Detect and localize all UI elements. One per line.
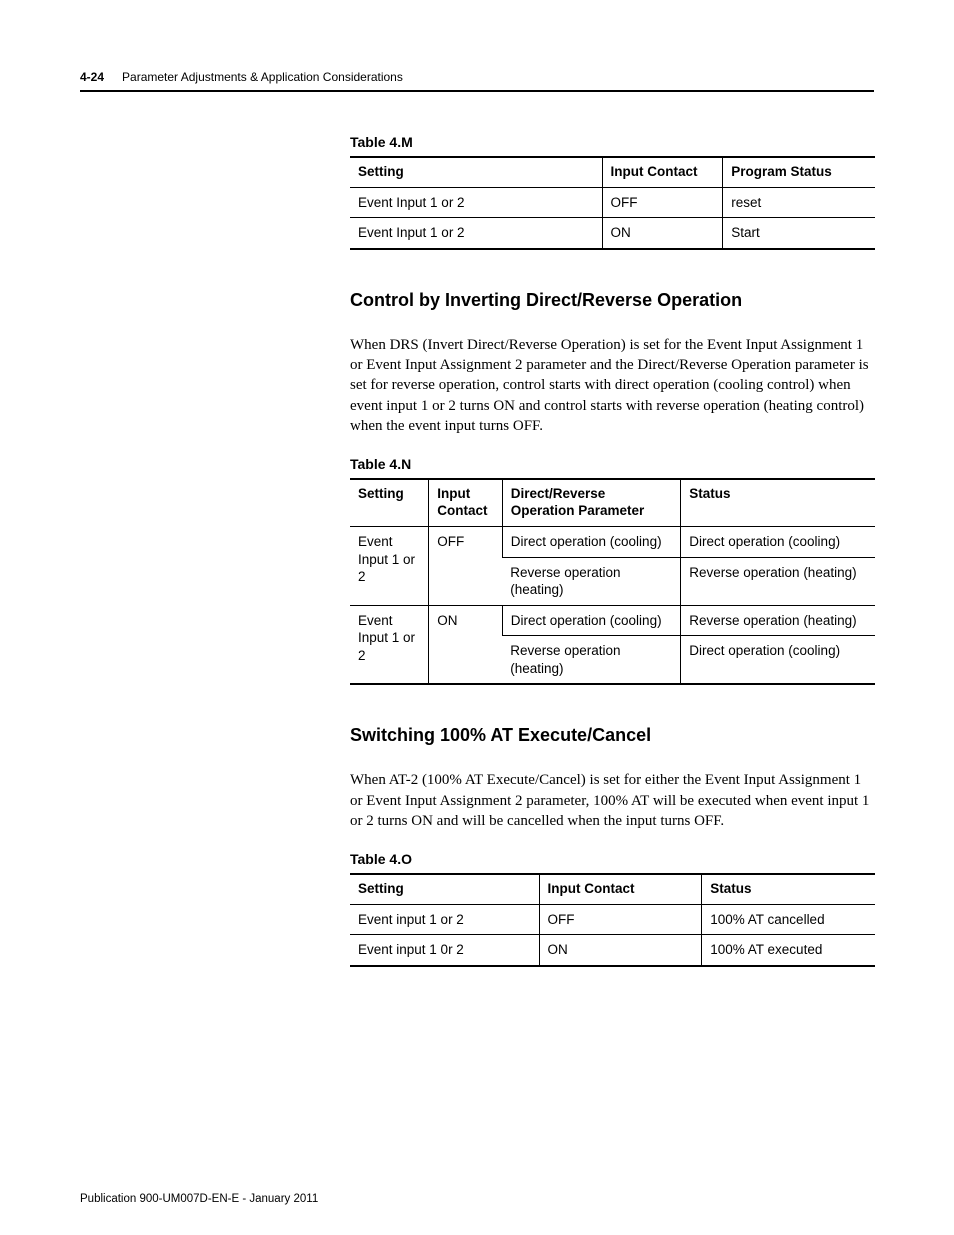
table-cell: Direct operation (cooling)	[502, 605, 681, 636]
table-cell: Event input 1 0r 2	[350, 935, 539, 966]
table-cell: OFF	[602, 187, 723, 218]
table-n: Setting Input Contact Direct/Reverse Ope…	[350, 478, 875, 685]
table-cell: 100% AT executed	[702, 935, 875, 966]
body-paragraph: When DRS (Invert Direct/Reverse Operatio…	[350, 335, 875, 436]
table-cell: ON	[602, 218, 723, 249]
table-row: Setting Input Contact Program Status	[350, 157, 875, 187]
table-cell: OFF	[429, 526, 503, 605]
table-row: Setting Input Contact Direct/Reverse Ope…	[350, 479, 875, 526]
table-header: Input Contact	[602, 157, 723, 187]
table-cell: Direct operation (cooling)	[681, 526, 875, 557]
page-number: 4-24	[80, 70, 104, 84]
table-o-caption: Table 4.O	[350, 851, 875, 867]
section-heading: Control by Inverting Direct/Reverse Oper…	[350, 290, 875, 311]
body-paragraph: When AT-2 (100% AT Execute/Cancel) is se…	[350, 770, 875, 831]
page-header: 4-24 Parameter Adjustments & Application…	[80, 70, 874, 92]
footer-publication: Publication 900-UM007D-EN-E - January 20…	[80, 1193, 318, 1205]
table-row: Event Input 1 or 2 OFF Direct operation …	[350, 526, 875, 557]
table-header: Status	[681, 479, 875, 526]
table-m-caption: Table 4.M	[350, 134, 875, 150]
table-cell: Reverse operation (heating)	[502, 636, 681, 685]
chapter-title: Parameter Adjustments & Application Cons…	[122, 70, 403, 84]
table-cell: 100% AT cancelled	[702, 904, 875, 935]
table-header: Setting	[350, 157, 602, 187]
table-cell: Start	[723, 218, 875, 249]
table-header: Setting	[350, 874, 539, 904]
table-cell: Event input 1 or 2	[350, 904, 539, 935]
table-cell: Event Input 1 or 2	[350, 526, 429, 605]
table-o: Setting Input Contact Status Event input…	[350, 873, 875, 967]
table-header: Input Contact	[539, 874, 702, 904]
table-cell: Direct operation (cooling)	[502, 526, 681, 557]
table-cell: OFF	[539, 904, 702, 935]
table-header: Program Status	[723, 157, 875, 187]
section-heading: Switching 100% AT Execute/Cancel	[350, 725, 875, 746]
table-n-caption: Table 4.N	[350, 456, 875, 472]
table-row: Setting Input Contact Status	[350, 874, 875, 904]
table-header: Direct/Reverse Operation Parameter	[502, 479, 681, 526]
table-cell: reset	[723, 187, 875, 218]
table-row: Event input 1 or 2 OFF 100% AT cancelled	[350, 904, 875, 935]
table-cell: ON	[539, 935, 702, 966]
table-m: Setting Input Contact Program Status Eve…	[350, 156, 875, 250]
table-cell: ON	[429, 605, 503, 684]
table-header: Setting	[350, 479, 429, 526]
table-cell: Reverse operation (heating)	[502, 557, 681, 605]
table-row: Event Input 1 or 2 ON Start	[350, 218, 875, 249]
table-cell: Reverse operation (heating)	[681, 557, 875, 605]
table-cell: Event Input 1 or 2	[350, 218, 602, 249]
table-cell: Event Input 1 or 2	[350, 605, 429, 684]
table-row: Event input 1 0r 2 ON 100% AT executed	[350, 935, 875, 966]
table-row: Event Input 1 or 2 ON Direct operation (…	[350, 605, 875, 636]
table-header: Status	[702, 874, 875, 904]
table-header: Input Contact	[429, 479, 503, 526]
table-cell: Event Input 1 or 2	[350, 187, 602, 218]
table-cell: Reverse operation (heating)	[681, 605, 875, 636]
table-cell: Direct operation (cooling)	[681, 636, 875, 685]
table-row: Event Input 1 or 2 OFF reset	[350, 187, 875, 218]
